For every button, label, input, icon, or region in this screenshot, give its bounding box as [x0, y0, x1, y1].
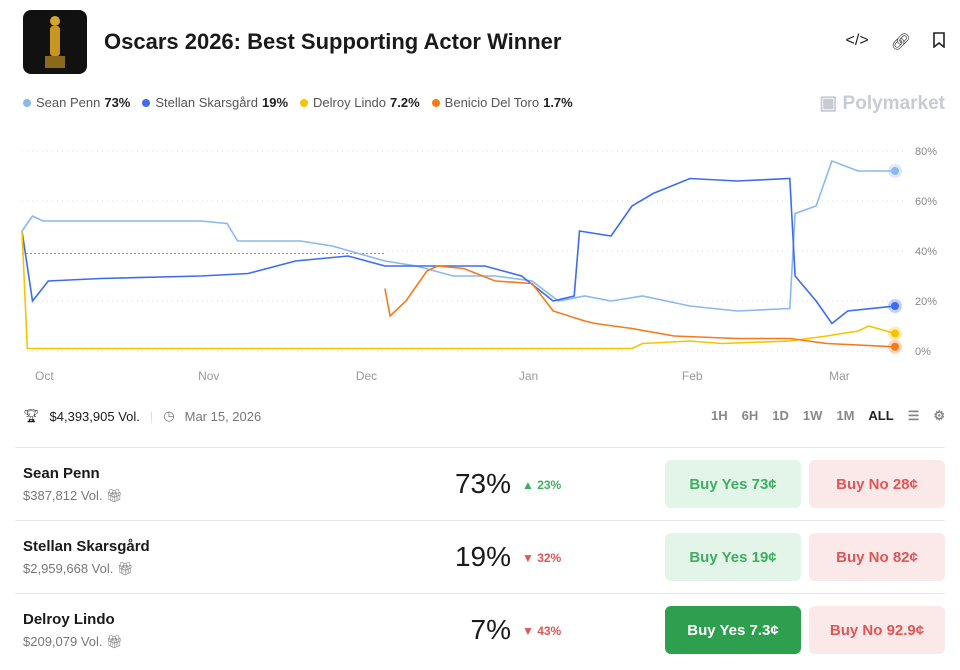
legend-item: Stellan Skarsgård 19%	[142, 95, 288, 110]
trophy-icon: 🏆︎	[23, 408, 40, 423]
outcome-volume: $387,812 Vol. 🎁︎	[23, 488, 123, 503]
range-all[interactable]: ALL	[868, 408, 894, 423]
series-line-0	[21, 159, 895, 312]
chart-legend: Sean Penn 73% Stellan Skarsgård 19% Delroy…	[23, 95, 573, 110]
page-title: Oscars 2026: Best Supporting Actor Winne…	[104, 29, 562, 54]
y-tick-label: 60%	[915, 196, 937, 208]
gift-icon[interactable]: 🎁︎	[106, 488, 123, 503]
outcome-name: Delroy Lindo	[23, 611, 115, 628]
outcome-probability: 7%	[470, 614, 511, 645]
series-end-point	[891, 302, 899, 310]
range-6h[interactable]: 6H	[741, 408, 759, 423]
gift-icon[interactable]: 🎁︎	[116, 561, 134, 576]
outcome-probability: 19%	[454, 541, 511, 572]
legend-item: Benicio Del Toro 1.7%	[431, 95, 573, 110]
outcome-probability: 73%	[454, 468, 511, 499]
y-tick-label: 20%	[915, 296, 937, 308]
x-tick-label: Jan	[519, 369, 538, 383]
series-line-3	[384, 265, 896, 348]
outcome-change: ▼ 32%	[522, 551, 562, 565]
y-tick-label: 40%	[915, 246, 937, 258]
outcome-change: ▲ 23%	[522, 478, 562, 492]
outcome-volume: $209,079 Vol. 🎁︎	[23, 634, 123, 649]
y-tick-label: 80%	[915, 146, 937, 158]
buy-no-button[interactable]: Buy No 82¢	[809, 533, 945, 581]
buy-yes-button[interactable]: Buy Yes 73¢	[665, 460, 801, 508]
buy-yes-button[interactable]: Buy Yes 19¢	[665, 533, 801, 581]
outcome-change: ▼ 43%	[522, 624, 562, 638]
outcome-row: Delroy Lindo $209,079 Vol. 🎁︎ 7% ▼ 43% B…	[15, 593, 945, 666]
settings-icon[interactable]: ⚙	[933, 408, 945, 423]
x-tick-label: Feb	[682, 369, 703, 383]
series-end-point	[891, 167, 899, 175]
market-logo	[23, 10, 87, 74]
total-volume: $4,393,905 Vol.	[49, 408, 140, 424]
buy-no-button[interactable]: Buy No 92.9¢	[809, 606, 945, 654]
outcome-volume: $2,959,668 Vol. 🎁︎	[23, 561, 134, 576]
range-1w[interactable]: 1W	[802, 408, 823, 423]
legend-item: Delroy Lindo 7.2%	[300, 95, 420, 110]
polymarket-logo: ▣ Polymarket	[819, 93, 945, 114]
link-icon[interactable]: 🔗︎	[890, 33, 911, 51]
end-date: Mar 15, 2026	[184, 408, 262, 424]
buy-yes-button[interactable]: Buy Yes 7.3¢	[665, 606, 801, 654]
gift-icon[interactable]: 🎁︎	[106, 634, 123, 649]
code-icon[interactable]: </>	[845, 31, 869, 49]
x-tick-label: Oct	[35, 369, 54, 383]
x-tick-label: Nov	[198, 369, 219, 383]
outcome-row: Stellan Skarsgård $2,959,668 Vol. 🎁︎ 19%…	[15, 520, 945, 593]
series-end-point	[891, 342, 899, 351]
clock-icon: ◷	[163, 408, 175, 423]
range-1d[interactable]: 1D	[772, 408, 789, 423]
header: Oscars 2026: Best Supporting Actor Winne…	[23, 10, 945, 74]
price-chart[interactable]: 0% 20% 40% 60% 80% Oct Nov Dec Jan Feb Mar	[0, 130, 960, 390]
range-1m[interactable]: 1M	[836, 408, 855, 423]
y-tick-label: 0%	[915, 346, 931, 358]
filter-icon[interactable]: ☰	[907, 408, 920, 423]
series-line-2	[21, 230, 896, 350]
series-end-point	[891, 329, 899, 338]
outcome-name: Sean Penn	[23, 465, 100, 482]
time-range-selector: 1H 6H 1D 1W 1M ALL ☰ ⚙	[711, 408, 945, 424]
buy-no-button[interactable]: Buy No 28¢	[809, 460, 945, 508]
outcome-row: Sean Penn $387,812 Vol. 🎁︎ 73% ▲ 23% Buy…	[15, 447, 945, 520]
series-line-1	[21, 177, 896, 325]
range-1h[interactable]: 1H	[710, 408, 728, 423]
x-tick-label: Dec	[356, 369, 377, 383]
market-meta: 🏆︎ $4,393,905 Vol. | ◷ Mar 15, 2026	[23, 408, 262, 424]
outcome-name: Stellan Skarsgård	[23, 538, 150, 555]
x-tick-label: Mar	[829, 369, 850, 383]
bookmark-icon[interactable]	[933, 31, 945, 53]
legend-item: Sean Penn 73%	[23, 95, 130, 110]
